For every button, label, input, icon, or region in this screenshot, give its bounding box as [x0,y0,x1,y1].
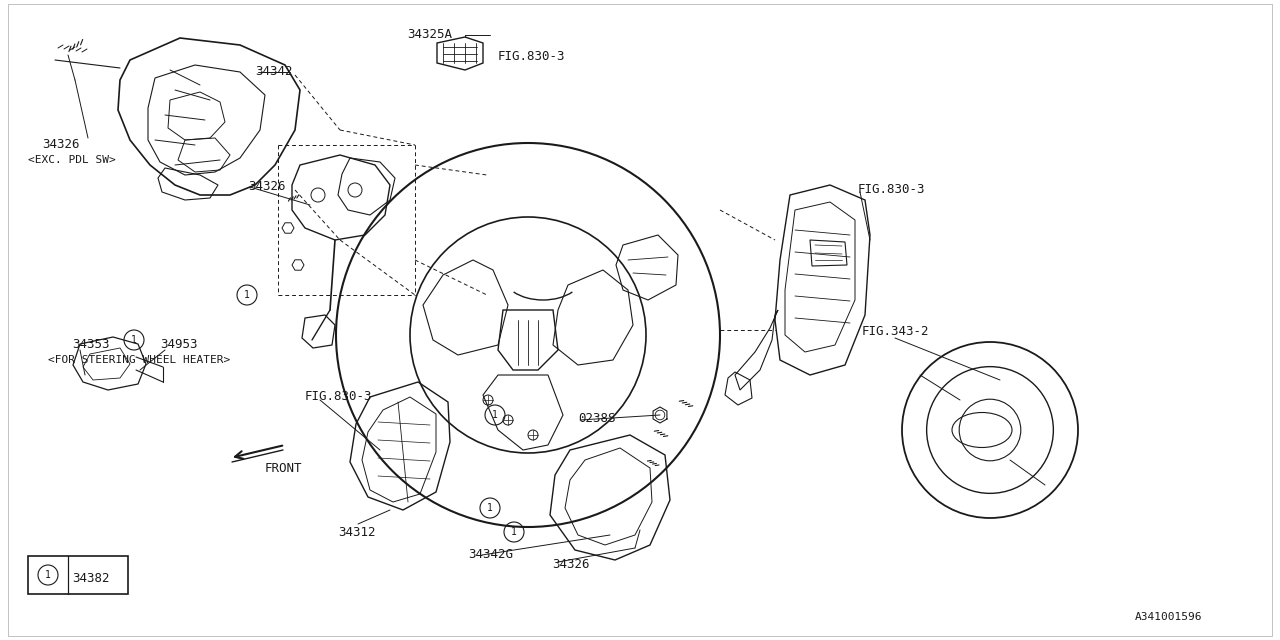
Text: 34325A: 34325A [407,28,452,41]
Text: <FOR STEERING WHEEL HEATER>: <FOR STEERING WHEEL HEATER> [49,355,230,365]
Text: A341001596: A341001596 [1135,612,1202,622]
Text: 1: 1 [492,410,498,420]
Text: <EXC. PDL SW>: <EXC. PDL SW> [28,155,115,165]
Text: 34342G: 34342G [468,548,513,561]
Text: 1: 1 [45,570,51,580]
Text: 34353: 34353 [72,338,110,351]
Text: 34312: 34312 [338,526,375,539]
Text: FIG.343-2: FIG.343-2 [861,325,929,338]
Text: 0238S: 0238S [579,412,616,425]
Text: FIG.830-3: FIG.830-3 [858,183,925,196]
Text: FIG.830-3: FIG.830-3 [498,50,566,63]
Bar [28,556,128,594]
Text: 1: 1 [511,527,517,537]
Text: 34382: 34382 [72,572,110,585]
Text: 1: 1 [488,503,493,513]
Text: 1: 1 [131,335,137,345]
Text: 34326: 34326 [42,138,79,151]
Text: FIG.830-3: FIG.830-3 [305,390,372,403]
Text: 34326: 34326 [552,558,590,571]
Text: 34326: 34326 [248,180,285,193]
Text: FRONT: FRONT [265,462,302,475]
Text: 34953: 34953 [160,338,197,351]
Text: 1: 1 [244,290,250,300]
Text: 34342: 34342 [255,65,293,78]
